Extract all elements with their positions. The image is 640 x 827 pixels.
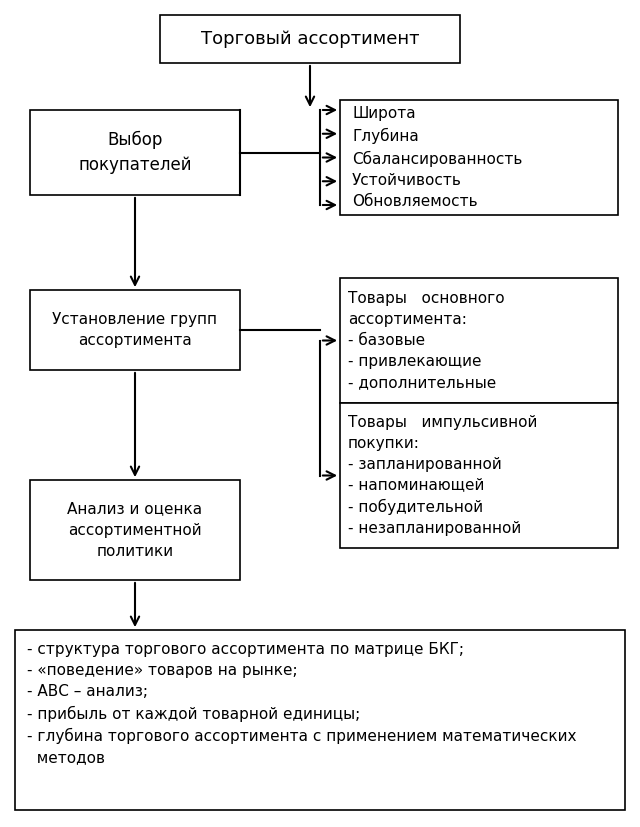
Text: - структура торгового ассортимента по матрице БКГ;
- «поведение» товаров на рынк: - структура торгового ассортимента по ма…	[27, 642, 577, 766]
Bar	[30, 290, 240, 370]
Bar	[340, 403, 618, 548]
Text: Торговый ассортимент: Торговый ассортимент	[201, 30, 419, 48]
Bar	[160, 15, 460, 63]
Bar	[340, 100, 618, 215]
Text: Выбор
покупателей: Выбор покупателей	[78, 131, 192, 174]
Text: Широта
Глубина
Сбалансированность
Устойчивость
Обновляемость: Широта Глубина Сбалансированность Устойч…	[352, 106, 522, 208]
Text: Установление групп
ассортимента: Установление групп ассортимента	[52, 312, 218, 348]
Text: Товары   основного
ассортимента:
- базовые
- привлекающие
- дополнительные: Товары основного ассортимента: - базовые…	[348, 291, 504, 390]
Bar	[15, 630, 625, 810]
Bar	[30, 110, 240, 195]
Text: Анализ и оценка
ассортиментной
политики: Анализ и оценка ассортиментной политики	[67, 501, 203, 558]
Bar	[340, 278, 618, 403]
Bar	[30, 480, 240, 580]
Text: Товары   импульсивной
покупки:
- запланированной
- напоминающей
- побудительной
: Товары импульсивной покупки: - запланиро…	[348, 414, 538, 537]
